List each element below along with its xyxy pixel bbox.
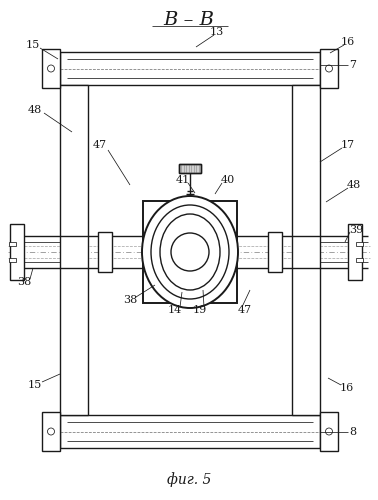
Text: 17: 17 (341, 140, 355, 150)
Text: 15: 15 (28, 380, 42, 390)
Text: 16: 16 (340, 383, 354, 393)
Bar (9, 258, 16, 262)
Text: фиг. 5: фиг. 5 (167, 472, 211, 488)
Text: 47: 47 (93, 140, 107, 150)
Bar (320, 412, 338, 451)
Bar (179, 164, 201, 172)
Bar (42, 49, 60, 88)
Text: 48: 48 (28, 105, 42, 115)
Bar (320, 49, 338, 88)
Text: 7: 7 (350, 60, 356, 70)
Bar (348, 224, 362, 280)
Bar (320, 412, 338, 451)
Bar (42, 49, 60, 88)
Text: 13: 13 (210, 27, 224, 37)
Ellipse shape (160, 214, 220, 290)
Bar (320, 49, 338, 88)
Text: 19: 19 (193, 305, 207, 315)
Circle shape (325, 65, 333, 72)
Text: 8: 8 (349, 427, 356, 437)
Text: 39: 39 (349, 225, 363, 235)
Circle shape (48, 65, 54, 72)
Bar (98, 232, 112, 272)
Bar (292, 85, 320, 415)
Bar (10, 224, 24, 280)
Bar (320, 412, 338, 451)
Bar (42, 412, 60, 451)
Circle shape (48, 428, 54, 435)
Text: 38: 38 (17, 277, 31, 287)
Bar (179, 164, 201, 172)
Bar (42, 412, 60, 451)
Bar (348, 224, 362, 280)
Circle shape (171, 233, 209, 271)
Text: 40: 40 (221, 175, 235, 185)
Bar (348, 224, 362, 280)
Ellipse shape (151, 205, 229, 299)
Text: 48: 48 (347, 180, 361, 190)
Text: 14: 14 (168, 305, 182, 315)
Bar (60, 415, 320, 448)
Text: 16: 16 (341, 37, 355, 47)
Bar (143, 201, 237, 303)
Circle shape (325, 428, 333, 435)
Bar (60, 52, 320, 85)
Text: В – В: В – В (164, 11, 214, 29)
Bar (10, 224, 24, 280)
Bar (268, 232, 282, 272)
Bar (320, 49, 338, 88)
Bar (9, 242, 16, 246)
Text: 41: 41 (176, 175, 190, 185)
Text: 15: 15 (26, 40, 40, 50)
Text: 47: 47 (238, 305, 252, 315)
Bar (42, 412, 60, 451)
Ellipse shape (142, 196, 238, 308)
Bar (10, 224, 24, 280)
Text: 38: 38 (123, 295, 137, 305)
Bar (60, 85, 88, 415)
Bar (42, 49, 60, 88)
Bar (356, 258, 363, 262)
Bar (356, 242, 363, 246)
